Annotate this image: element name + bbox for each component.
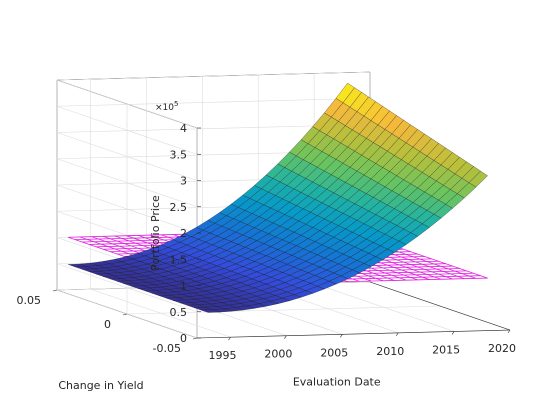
z-exponent-base: ×10 <box>155 103 174 113</box>
z-tick-label: 2.5 <box>170 201 188 214</box>
z-axis-label: Portfolio Price <box>149 195 162 271</box>
z-exponent-label: ×105 <box>155 100 178 113</box>
z-tick-label: 1.5 <box>170 253 188 266</box>
y-tick <box>52 289 58 292</box>
x-tick <box>228 336 231 341</box>
grid-line-side-z <box>56 184 198 234</box>
tick-marks <box>52 127 511 341</box>
z-tick-label: 1 <box>180 280 187 293</box>
z-tick-label: 0 <box>180 332 187 345</box>
grid-line-side-z <box>56 158 198 208</box>
z-tick-label: 3.5 <box>170 148 188 161</box>
x-tick-label: 2010 <box>376 345 404 358</box>
x-tick-label: 2020 <box>488 342 516 355</box>
z-tick-label: 2 <box>180 227 187 240</box>
axes-front-edge <box>369 281 511 331</box>
grid-line-side-z <box>56 79 198 129</box>
grid-line-back-z <box>56 71 371 81</box>
surface-patch <box>468 170 488 188</box>
x-tick-label: 1995 <box>209 349 237 362</box>
x-axis-label: Evaluation Date <box>293 375 381 388</box>
grid-line-side-z <box>56 105 198 155</box>
x-tick-label: 2000 <box>264 348 292 361</box>
y-tick-label: 0 <box>104 318 111 331</box>
grid-line-floor-y <box>126 305 441 315</box>
x-tick <box>340 334 343 338</box>
x-tick <box>507 329 511 334</box>
z-exponent-power: 5 <box>174 100 178 108</box>
x-tick <box>451 331 455 335</box>
y-axis-label: Change in Yield <box>58 379 143 392</box>
x-tick <box>284 335 287 339</box>
x-tick <box>395 332 399 337</box>
axes-front-edge <box>196 329 511 339</box>
y-tick <box>192 337 198 340</box>
axes-front-edges <box>196 281 511 339</box>
y-tick <box>122 313 128 316</box>
z-tick-label: 0.5 <box>170 306 188 319</box>
tick-labels: 1995 2000 2005 2010 2015 2020-0.0500.0500.511… <box>17 122 517 362</box>
z-tick-label: 3 <box>180 175 187 188</box>
y-tick-label: 0.05 <box>17 294 42 307</box>
grid-line-side-z <box>56 132 198 181</box>
grid-line-back-z <box>56 97 371 107</box>
x-tick-label: 2015 <box>432 343 460 356</box>
price-surface <box>68 82 488 313</box>
grid-line-side-z <box>56 263 198 313</box>
y-tick-label: -0.05 <box>153 342 181 355</box>
z-tick-label: 4 <box>180 122 187 135</box>
x-tick-label: 2005 <box>320 346 348 359</box>
